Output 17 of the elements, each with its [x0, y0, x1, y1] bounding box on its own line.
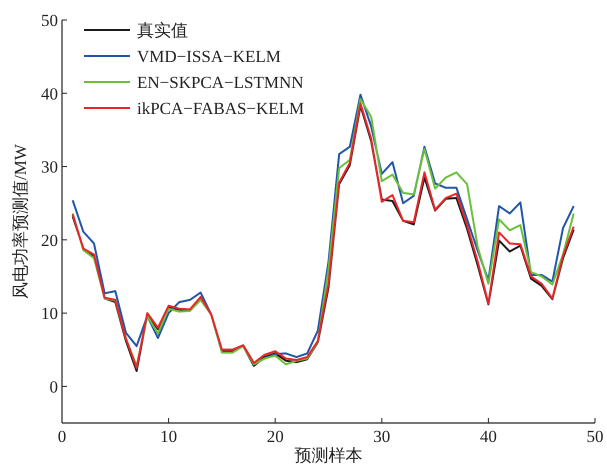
legend-label: 真实值 — [137, 21, 188, 40]
y-tick-label: 30 — [41, 158, 58, 177]
x-tick-label: 40 — [480, 427, 497, 446]
x-tick-label: 20 — [266, 427, 284, 446]
legend-label: EN−SKPCA−LSTMNN — [137, 73, 304, 92]
y-tick-label: 40 — [41, 84, 58, 104]
legend-label: VMD−ISSA−KELM — [137, 47, 281, 66]
x-axis-title: 预测样本 — [294, 446, 362, 465]
y-tick-label: 20 — [41, 230, 58, 250]
x-tick-label: 30 — [373, 427, 390, 446]
y-tick-label: 10 — [41, 304, 58, 324]
legend-label: ikPCA−FABAS−KELM — [137, 99, 304, 118]
x-tick-label: 50 — [586, 427, 604, 446]
y-axis-title: 风电功率预测值/MW — [11, 143, 30, 299]
y-tick-label: 0 — [50, 377, 58, 396]
x-tick-label: 10 — [160, 427, 178, 446]
y-tick-label: 50 — [41, 11, 58, 30]
